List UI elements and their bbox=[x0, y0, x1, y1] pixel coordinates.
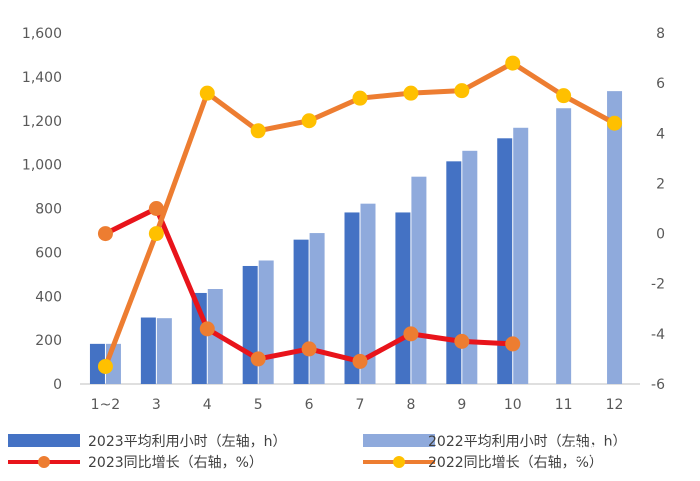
bar-2023 bbox=[293, 239, 309, 384]
x-tick-label: 11 bbox=[555, 397, 573, 413]
bar-2022 bbox=[462, 150, 478, 384]
legend-swatch-2022-bar bbox=[363, 434, 435, 447]
left-tick-label: 400 bbox=[35, 289, 62, 305]
legend-marker-2023-line bbox=[38, 456, 50, 468]
bar-2022 bbox=[360, 203, 376, 384]
point-2022-growth bbox=[352, 90, 368, 106]
bar-2023 bbox=[89, 343, 105, 384]
x-tick-label: 3 bbox=[152, 397, 161, 413]
right-axis-ticks: -6 -4 -2 0 2 4 6 8 bbox=[651, 26, 665, 393]
right-tick-label: -4 bbox=[651, 327, 665, 343]
legend: 2023平均利用小时（左轴，h） 2022平均利用小时（左轴，h） 2023同比… bbox=[8, 434, 627, 471]
bar-2022 bbox=[207, 289, 223, 384]
bar-2023 bbox=[497, 138, 513, 384]
point-2022-growth bbox=[454, 83, 470, 99]
point-2022-growth bbox=[607, 115, 623, 131]
point-2022-growth bbox=[97, 358, 113, 374]
line-2022-growth bbox=[102, 60, 618, 369]
right-tick-label: -6 bbox=[651, 377, 665, 393]
point-2022-growth bbox=[250, 123, 266, 139]
bar-2022 bbox=[556, 108, 572, 384]
legend-label-2023-bar: 2023平均利用小时（左轴，h） bbox=[88, 434, 287, 450]
right-tick-label: 0 bbox=[656, 227, 665, 243]
bar-2022 bbox=[607, 91, 623, 385]
right-tick-label: 6 bbox=[656, 76, 665, 92]
bar-2022 bbox=[411, 176, 427, 384]
point-2023-growth bbox=[352, 353, 368, 369]
left-tick-label: 1,200 bbox=[22, 114, 62, 130]
x-tick-label: 6 bbox=[305, 397, 314, 413]
watermark: 黑鹰新视野 bbox=[569, 442, 655, 460]
bar-2022 bbox=[156, 318, 172, 384]
x-tick-label: 12 bbox=[606, 397, 624, 413]
bar-2023 bbox=[446, 161, 462, 384]
bar-2023 bbox=[395, 212, 411, 384]
x-tick-label: 4 bbox=[203, 397, 212, 413]
x-tick-label: 9 bbox=[457, 397, 466, 413]
left-tick-label: 600 bbox=[35, 245, 62, 261]
left-tick-label: 1,000 bbox=[22, 158, 62, 174]
bar-2023 bbox=[242, 265, 258, 384]
right-tick-label: 4 bbox=[656, 126, 665, 142]
point-2023-growth bbox=[505, 336, 521, 352]
watermark-icon bbox=[569, 442, 587, 460]
x-tick-label: 10 bbox=[504, 397, 522, 413]
left-tick-label: 1,400 bbox=[22, 70, 62, 86]
lines bbox=[97, 55, 623, 374]
x-tick-label: 5 bbox=[254, 397, 263, 413]
left-axis-ticks: 0 200 400 600 800 1,000 1,200 1,400 1,600 bbox=[22, 26, 62, 393]
point-2023-growth bbox=[148, 201, 164, 216]
left-tick-label: 200 bbox=[35, 333, 62, 349]
left-tick-label: 0 bbox=[53, 377, 62, 393]
legend-marker-2022-line bbox=[393, 456, 405, 468]
bar-2022 bbox=[309, 233, 325, 384]
point-2022-growth bbox=[403, 85, 419, 101]
point-2023-growth bbox=[199, 321, 215, 337]
right-tick-label: 8 bbox=[656, 26, 665, 42]
right-tick-label: -2 bbox=[651, 277, 665, 293]
point-2023-growth bbox=[97, 226, 113, 242]
x-tick-label: 1~2 bbox=[91, 397, 121, 413]
point-2022-growth bbox=[199, 85, 215, 101]
x-tick-label: 7 bbox=[356, 397, 365, 413]
point-2022-growth bbox=[556, 88, 572, 104]
x-axis-ticks: 1~2 3 4 5 6 7 8 9 10 11 12 bbox=[91, 397, 624, 413]
right-tick-label: 2 bbox=[656, 176, 665, 192]
left-tick-label: 800 bbox=[35, 202, 62, 218]
point-2023-growth bbox=[403, 326, 419, 342]
point-2023-growth bbox=[250, 351, 266, 367]
legend-label-2022-bar: 2022平均利用小时（左轴，h） bbox=[428, 434, 627, 450]
x-tick-label: 8 bbox=[406, 397, 415, 413]
watermark-text: 黑鹰新视野 bbox=[590, 444, 655, 460]
point-2022-growth bbox=[301, 113, 317, 129]
legend-label-2023-line: 2023同比增长（右轴，%） bbox=[88, 455, 263, 471]
bar-2023 bbox=[344, 212, 360, 384]
legend-label-2022-line: 2022同比增长（右轴，%） bbox=[428, 455, 603, 471]
bar-2022 bbox=[513, 127, 529, 385]
bar-2023 bbox=[140, 317, 156, 384]
point-2022-growth bbox=[148, 226, 164, 242]
left-tick-label: 1,600 bbox=[22, 26, 62, 42]
legend-swatch-2023-bar bbox=[8, 434, 80, 447]
point-2023-growth bbox=[454, 333, 470, 349]
point-2023-growth bbox=[301, 341, 317, 357]
point-2022-growth bbox=[505, 55, 521, 71]
